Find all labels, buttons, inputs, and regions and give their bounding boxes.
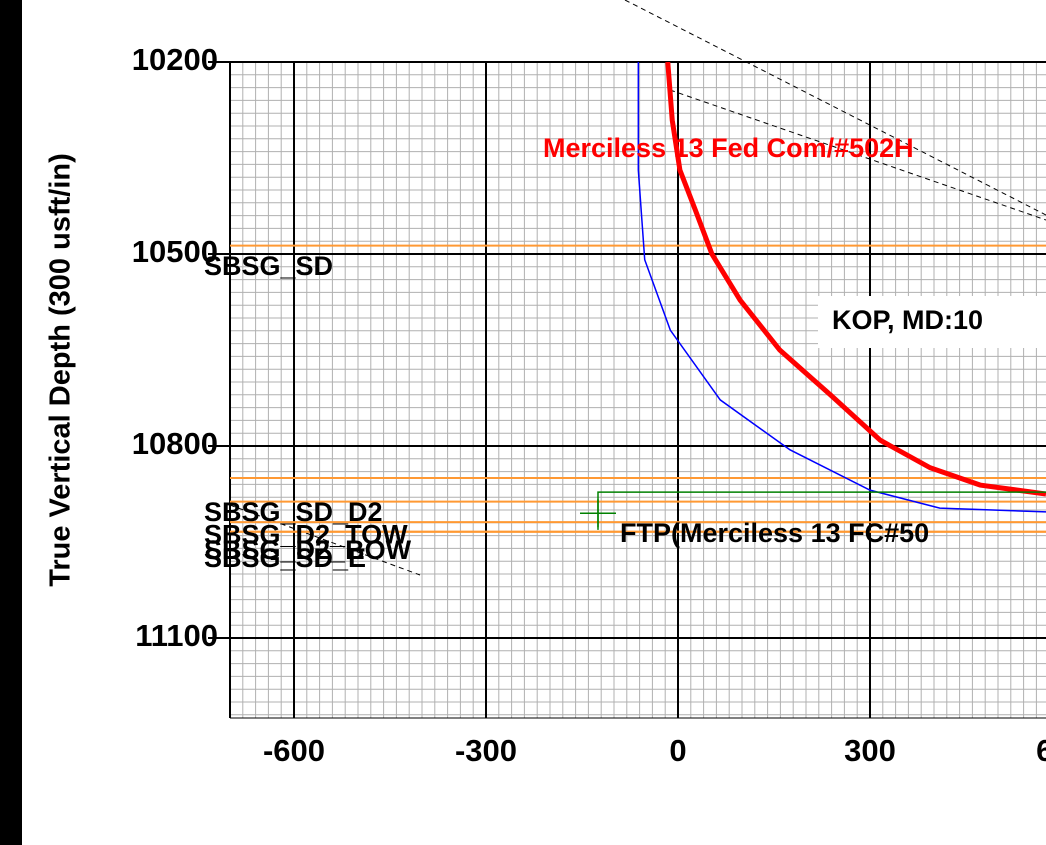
left-border (0, 0, 22, 845)
y-tick-label: 11100 (135, 618, 218, 653)
well-name: Merciless 13 Fed Com/#502H (543, 133, 914, 163)
offset-well (624, 0, 1046, 216)
annotation-box (818, 296, 1046, 348)
y-axis-label: True Vertical Depth (300 usft/in) (45, 153, 77, 587)
y-tick-label: 10800 (132, 426, 218, 461)
offset-well (229, 504, 421, 576)
y-tick-label: 10500 (132, 234, 218, 269)
annotation: KOP, MD:10 (832, 305, 983, 335)
offset-well (669, 89, 1046, 221)
x-tick-label: 600 (1036, 733, 1046, 768)
formation-label: SBSG_D2_BOW (204, 535, 412, 565)
x-tick-label: -300 (455, 733, 517, 768)
formation-label: SBSG_D2_TOW (204, 519, 408, 549)
formation-label: SBSG_SD_E (204, 543, 366, 573)
y-tick-label: 10200 (132, 42, 218, 77)
wellbore-line (637, 62, 1046, 513)
formation-label: SBSG_SD_D2 (204, 497, 383, 527)
x-tick-label: -600 (263, 733, 325, 768)
labels: SBSG_SD SBSG_SD_D2SBSG_D2_TOWSBSG_D2_BOWS… (204, 133, 1046, 573)
wellbore-line (665, 62, 1046, 497)
minor-grid (229, 61, 1046, 718)
annotation: FTP(Merciless 13 FC#50 (620, 518, 929, 548)
x-tick-label: 0 (669, 733, 686, 768)
formation-label: SBSG_SD (204, 251, 333, 281)
formations (230, 244, 1046, 533)
x-tick-label: 300 (844, 733, 896, 768)
target-marker (580, 499, 616, 528)
